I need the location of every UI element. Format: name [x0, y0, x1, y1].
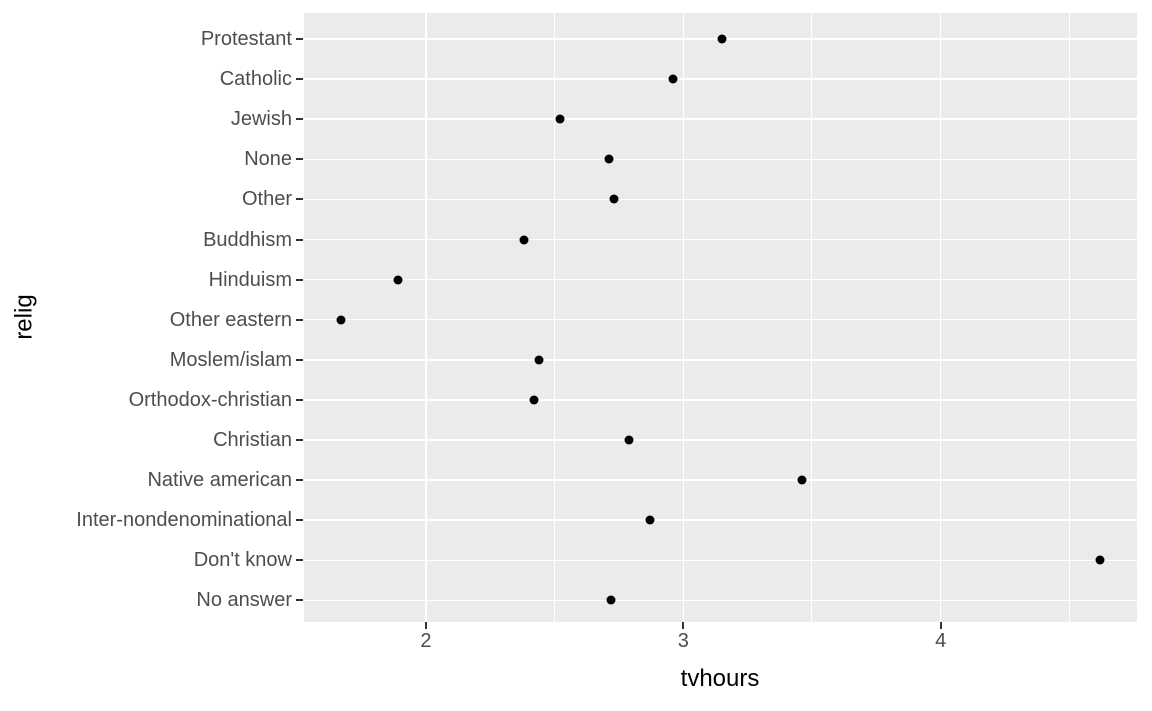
gridline-y-major: [304, 318, 1137, 321]
gridline-y-major: [304, 599, 1137, 602]
y-tick-label: Native american: [147, 469, 292, 492]
gridline-x-minor: [811, 13, 813, 622]
data-point: [624, 435, 634, 445]
gridline-y-major: [304, 559, 1137, 562]
y-tick-label: Hinduism: [208, 268, 292, 291]
data-point: [717, 34, 727, 44]
y-tick-label: Don't know: [193, 549, 292, 572]
gridline-y-major: [304, 238, 1137, 241]
data-point: [645, 515, 655, 525]
y-tick-mark: [296, 118, 303, 121]
data-point: [609, 194, 619, 204]
y-tick-mark: [296, 519, 303, 522]
gridline-x-major: [682, 13, 685, 622]
data-point: [606, 595, 616, 605]
x-tick-label: 2: [420, 630, 432, 652]
gridline-y-major: [304, 278, 1137, 281]
data-point: [668, 74, 678, 84]
y-tick-mark: [296, 158, 303, 161]
x-tick-mark: [939, 622, 942, 629]
y-tick-label: Moslem/islam: [169, 348, 292, 371]
y-tick-label: Other eastern: [169, 308, 292, 331]
y-tick-mark: [296, 78, 303, 81]
gridline-y-major: [304, 198, 1137, 201]
y-tick-mark: [296, 599, 303, 602]
y-tick-label: Buddhism: [203, 228, 292, 251]
gridline-x-minor: [554, 13, 556, 622]
gridline-y-major: [304, 78, 1137, 80]
x-tick-mark: [424, 622, 427, 629]
y-tick-mark: [296, 479, 303, 482]
y-tick-label: Inter-nondenominational: [76, 509, 292, 532]
data-point: [797, 475, 807, 485]
x-axis-title: tvhours: [680, 665, 760, 692]
data-point: [534, 355, 544, 365]
gridline-y-major: [304, 479, 1137, 481]
y-tick-label: Jewish: [230, 108, 292, 131]
y-tick-mark: [296, 318, 303, 321]
data-point: [604, 154, 614, 164]
gridline-y-major: [304, 519, 1137, 521]
y-tick-label: Christian: [213, 429, 292, 451]
y-tick-label: Other: [241, 188, 292, 211]
y-tick-label: None: [244, 148, 292, 171]
gridline-y-major: [304, 118, 1137, 120]
y-tick-label: No answer: [196, 589, 292, 612]
y-tick-label: Catholic: [219, 68, 292, 91]
gridline-x-major: [939, 13, 942, 622]
data-point: [519, 235, 529, 244]
y-tick-mark: [296, 559, 303, 562]
y-tick-label: Orthodox-christian: [128, 388, 292, 411]
data-point: [393, 275, 403, 285]
gridline-x-minor: [1068, 13, 1070, 622]
x-tick-label: 3: [677, 630, 689, 652]
plot-panel: [304, 13, 1137, 622]
y-tick-label: Protestant: [200, 28, 292, 50]
y-tick-mark: [296, 38, 303, 40]
gridline-y-major: [304, 359, 1137, 361]
data-point: [555, 114, 565, 124]
gridline-y-major: [304, 158, 1137, 161]
gridline-y-major: [304, 439, 1137, 441]
data-point: [1095, 555, 1105, 565]
data-point: [529, 395, 539, 405]
y-axis-title: relig: [10, 294, 38, 340]
y-tick-mark: [296, 439, 303, 441]
gridline-y-major: [304, 399, 1137, 401]
data-point: [336, 315, 346, 325]
y-tick-mark: [296, 358, 303, 361]
y-tick-mark: [296, 238, 303, 241]
y-tick-mark: [296, 398, 303, 401]
gridline-x-major: [425, 13, 427, 622]
y-tick-mark: [296, 198, 303, 201]
x-tick-mark: [682, 622, 685, 629]
x-tick-label: 4: [935, 630, 947, 652]
y-tick-mark: [296, 278, 303, 281]
